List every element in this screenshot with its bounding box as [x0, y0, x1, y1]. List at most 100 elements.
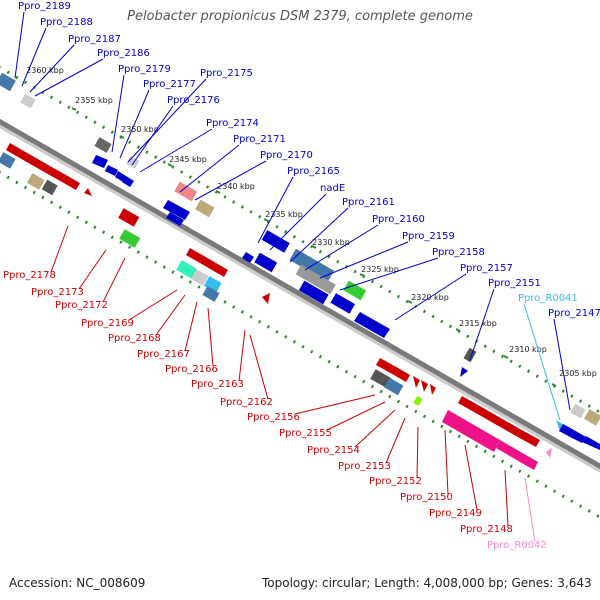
gene-arrow[interactable]	[18, 150, 36, 165]
gene-arrow[interactable]	[556, 420, 564, 431]
gene-arrow[interactable]	[421, 380, 428, 392]
gene-label[interactable]: Ppro_2187	[68, 34, 121, 45]
gene-block[interactable]	[583, 409, 600, 426]
gene-block[interactable]	[202, 286, 220, 302]
gene-label[interactable]: Ppro_2153	[338, 461, 391, 472]
gene-arrow[interactable]	[105, 165, 118, 176]
gene-label[interactable]: nadE	[320, 183, 345, 194]
gene-label[interactable]: Ppro_2168	[108, 333, 161, 344]
gene-block[interactable]	[20, 93, 36, 109]
gene-label[interactable]: Ppro_2155	[279, 428, 332, 439]
gene-label[interactable]: Ppro_2170	[260, 150, 313, 161]
gene-block[interactable]	[384, 377, 404, 396]
gene-label[interactable]: Ppro_2147	[548, 308, 600, 319]
gene-label[interactable]: Ppro_2148	[460, 524, 513, 535]
gene-arrow[interactable]	[430, 384, 436, 395]
gene-block[interactable]	[463, 347, 477, 363]
gene-label[interactable]: Ppro_2162	[220, 397, 273, 408]
gene-block[interactable]	[330, 293, 356, 314]
gene-arrow[interactable]	[212, 263, 228, 277]
gene-block[interactable]	[0, 72, 16, 92]
gene-block[interactable]	[413, 396, 423, 406]
gene-arrow[interactable]	[92, 155, 108, 168]
gene-arrow[interactable]	[442, 410, 500, 452]
gene-label[interactable]: Ppro_2188	[40, 17, 93, 28]
gene-label[interactable]: Ppro_2171	[233, 134, 286, 145]
gene-label[interactable]: Ppro_2151	[488, 278, 541, 289]
gene-arrow[interactable]	[200, 256, 216, 270]
gene-arrow[interactable]	[6, 143, 22, 157]
gene-arrow[interactable]	[62, 175, 80, 190]
gene-block[interactable]	[190, 269, 209, 286]
gene-label[interactable]: Ppro_2172	[55, 300, 108, 311]
gene-label[interactable]: Ppro_2169	[81, 318, 134, 329]
gene-block[interactable]	[0, 152, 16, 169]
gene-arrow[interactable]	[460, 367, 468, 377]
gene-arrow[interactable]	[458, 396, 478, 412]
gene-arrow[interactable]	[516, 429, 540, 447]
gene-block[interactable]	[26, 173, 45, 190]
gene-arrow[interactable]	[186, 248, 204, 263]
gene-arrow[interactable]	[46, 166, 66, 182]
gene-arrow[interactable]	[474, 405, 520, 436]
gene-label[interactable]: Ppro_2152	[369, 476, 422, 487]
gene-arrow[interactable]	[582, 436, 600, 450]
gene-block[interactable]	[195, 199, 215, 218]
gene-arrow[interactable]	[570, 430, 586, 443]
gene-label[interactable]: Ppro_2150	[400, 492, 453, 503]
gene-arrow[interactable]	[115, 171, 126, 182]
gene-block[interactable]	[254, 252, 278, 273]
gene-arrow[interactable]	[166, 212, 184, 226]
gene-leader-line	[34, 58, 104, 97]
gene-block[interactable]	[176, 260, 198, 279]
gene-block[interactable]	[119, 229, 141, 248]
gene-label[interactable]: Ppro_2165	[287, 166, 340, 177]
gene-label[interactable]: Ppro_2189	[18, 1, 71, 12]
gene-label[interactable]: Ppro_2161	[342, 197, 395, 208]
gene-block[interactable]	[94, 137, 112, 153]
gene-arrow[interactable]	[32, 158, 50, 173]
gene-label[interactable]: Ppro_2174	[206, 118, 259, 129]
gene-block[interactable]	[343, 280, 367, 301]
gene-label[interactable]: Ppro_R0041	[518, 293, 578, 304]
gene-label[interactable]: Ppro_2175	[200, 68, 253, 79]
gene-label[interactable]: Ppro_2179	[118, 64, 171, 75]
gene-label[interactable]: Ppro_2186	[97, 48, 150, 59]
gene-block[interactable]	[174, 181, 198, 202]
gene-label[interactable]: Ppro_2167	[137, 349, 190, 360]
gene-label[interactable]: Ppro_2154	[307, 445, 360, 456]
gene-label[interactable]: Ppro_2159	[402, 231, 455, 242]
gene-arrow[interactable]	[354, 312, 390, 338]
gene-label[interactable]: Ppro_2176	[167, 95, 220, 106]
gene-block[interactable]	[370, 369, 392, 388]
gene-arrow[interactable]	[496, 440, 538, 470]
gene-label[interactable]: Ppro_2157	[460, 263, 513, 274]
gene-arrow[interactable]	[122, 176, 134, 187]
gene-arrow[interactable]	[394, 368, 410, 382]
gene-block[interactable]	[203, 276, 222, 293]
gene-block[interactable]	[298, 280, 329, 305]
gene-label[interactable]: Ppro_2163	[191, 379, 244, 390]
gene-arrow[interactable]	[546, 448, 552, 458]
gene-block[interactable]	[118, 208, 140, 227]
gene-arrow[interactable]	[84, 188, 92, 196]
gene-label[interactable]: Ppro_2160	[372, 214, 425, 225]
gene-label[interactable]: Ppro_2149	[429, 508, 482, 519]
gene-arrow[interactable]	[559, 424, 574, 437]
gene-label[interactable]: Ppro_2177	[143, 79, 196, 90]
gene-label[interactable]: Ppro_2178	[3, 270, 56, 281]
gene-block[interactable]	[295, 264, 336, 295]
gene-arrow[interactable]	[242, 252, 254, 263]
gene-label[interactable]: Ppro_2158	[432, 247, 485, 258]
gene-block[interactable]	[570, 403, 586, 419]
gene-arrow[interactable]	[413, 376, 420, 388]
gene-arrow[interactable]	[376, 358, 398, 375]
gene-label[interactable]: Ppro_2156	[247, 412, 300, 423]
gene-arrow[interactable]	[262, 293, 270, 304]
gene-block[interactable]	[41, 179, 58, 196]
gene-label[interactable]: Ppro_2166	[165, 364, 218, 375]
gene-label[interactable]: Ppro_2173	[31, 287, 84, 298]
gene-label[interactable]: Ppro_R0042	[487, 540, 547, 551]
gene-arrow[interactable]	[163, 200, 190, 220]
gene-block[interactable]	[261, 230, 290, 253]
